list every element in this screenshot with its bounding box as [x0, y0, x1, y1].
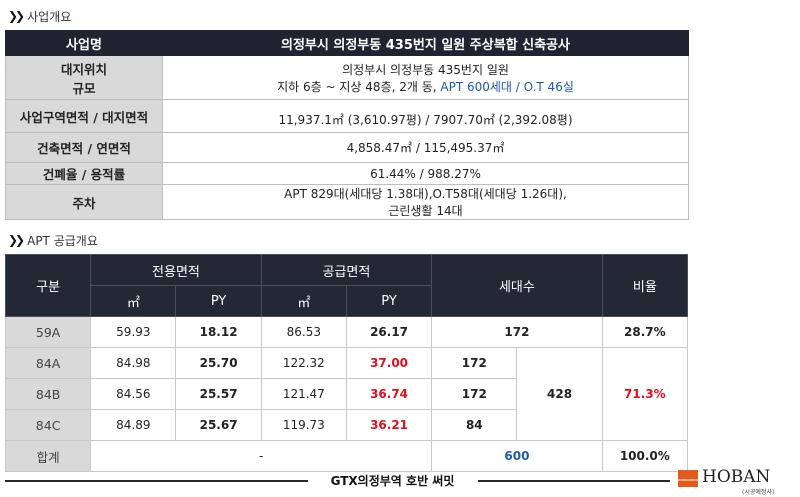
header-supply-py: PY	[345, 285, 433, 317]
cell-households: 84	[431, 409, 518, 441]
cell-ratio-group: 71.3%	[601, 347, 689, 441]
footer-divider-right	[478, 480, 670, 482]
cell-total-ratio: 100.0%	[601, 440, 689, 472]
footer-divider-left	[5, 480, 308, 482]
apt-header-row-1: 구분 전용면적 공급면적 세대수 비율	[4, 254, 689, 317]
apt-supply-table: 구분 전용면적 공급면적 세대수 비율 ㎡ PY ㎡ PY 59A 59.93 …	[4, 254, 689, 472]
overview-row-ratio: 건폐율 / 용적률 61.44% / 988.27%	[5, 162, 689, 185]
hoban-logo-mark-icon	[678, 470, 698, 487]
chevron-right-icon: ❯❯	[8, 233, 25, 247]
cell-exclusive-py: 18.12	[175, 316, 262, 348]
scale-label: 규모	[72, 80, 96, 96]
cell-exclusive-m2: 59.93	[90, 316, 177, 348]
cell-supply-m2: 86.53	[260, 316, 347, 348]
cell-supply-py: 36.21	[345, 409, 433, 441]
parking-value-line1: APT 829대(세대당 1.38대),O.T58대(세대당 1.26대),	[284, 187, 567, 201]
overview-row-area: 사업구역면적 / 대지면적 11,937.1㎡ (3,610.97평) / 79…	[5, 99, 689, 133]
row-type: 59A	[4, 316, 92, 348]
cell-ratio: 28.7%	[601, 316, 689, 348]
section-title-text: APT 공급개요	[27, 233, 98, 248]
hoban-logo-text: HOBAN	[702, 467, 771, 487]
section-title-apt-supply: ❯❯ APT 공급개요	[8, 232, 98, 248]
building-area-label: 건축면적 / 연면적	[5, 132, 163, 163]
header-supply-area: 공급면적	[260, 254, 433, 286]
chevron-right-icon: ❯❯	[8, 9, 25, 23]
cell-supply-m2: 119.73	[260, 409, 347, 441]
section-title-overview: ❯❯ 사업개요	[8, 8, 71, 24]
header-exclusive-py: PY	[175, 285, 262, 317]
row-type: 84A	[4, 347, 92, 379]
overview-row-site-scale: 대지위치 규모 의정부시 의정부동 435번지 일원 지하 6층 ~ 지상 48…	[5, 55, 689, 100]
table-row: 84B 84.56 25.57 121.47 36.74 172	[4, 378, 688, 410]
scale-value-floors: 지하 6층 ~ 지상 48층, 2개 동,	[277, 79, 437, 94]
cell-supply-py: 36.74	[345, 378, 433, 410]
header-ratio: 비율	[601, 254, 689, 317]
header-exclusive-area: 전용면적	[90, 254, 262, 286]
site-location-label: 대지위치	[60, 61, 107, 77]
hoban-logo: HOBAN (시공예정사)	[678, 467, 796, 496]
table-row: 84A 84.98 25.70 122.32 37.00 172 428 71.…	[4, 347, 689, 441]
site-scale-value-cell: 의정부시 의정부동 435번지 일원 지하 6층 ~ 지상 48층, 2개 동,…	[162, 55, 689, 100]
cell-exclusive-py: 25.67	[175, 409, 262, 441]
area-value: 11,937.1㎡ (3,610.97평) / 7907.70㎡ (2,392.…	[162, 99, 689, 133]
cell-households-group-total: 428	[516, 347, 603, 441]
site-scale-label-cell: 대지위치 규모	[5, 55, 163, 100]
site-location-value: 의정부시 의정부동 435번지 일원	[342, 62, 509, 77]
parking-label: 주차	[5, 184, 163, 220]
header-exclusive-m2: ㎡	[90, 285, 177, 317]
overview-row-parking: 주차 APT 829대(세대당 1.38대),O.T58대(세대당 1.26대)…	[5, 184, 689, 220]
overview-row-building: 건축면적 / 연면적 4,858.47㎡ / 115,495.37㎡	[5, 132, 689, 163]
cell-supply-m2: 121.47	[260, 378, 347, 410]
row-type: 84C	[4, 409, 92, 441]
table-row: 59A 59.93 18.12 86.53 26.17 172 28.7%	[4, 316, 689, 348]
footer-project-title: GTX의정부역 호반 써밋	[330, 474, 455, 488]
cell-exclusive-m2: 84.89	[90, 409, 177, 441]
header-households: 세대수	[431, 254, 603, 317]
hoban-logo-subtitle: (시공예정사)	[742, 489, 775, 496]
project-overview-table: 사업명 의정부시 의정부동 435번지 일원 주상복합 신축공사 대지위치 규모…	[5, 30, 689, 220]
coverage-ratio-label: 건폐율 / 용적률	[5, 162, 163, 185]
area-label: 사업구역면적 / 대지면적	[5, 99, 163, 133]
cell-exclusive-m2: 84.56	[90, 378, 177, 410]
cell-total-households: 600	[431, 440, 603, 472]
project-name-label: 사업명	[5, 30, 163, 56]
overview-header-row: 사업명 의정부시 의정부동 435번지 일원 주상복합 신축공사	[5, 30, 689, 56]
cell-supply-m2: 122.32	[260, 347, 347, 379]
apt-header-row-2: ㎡ PY ㎡ PY	[6, 285, 688, 317]
row-type: 84B	[4, 378, 92, 410]
scale-value-units: APT 600세대 / O.T 46실	[440, 79, 574, 94]
cell-households: 172	[431, 347, 518, 379]
cell-households: 172	[431, 316, 603, 348]
cell-exclusive-py: 25.57	[175, 378, 262, 410]
row-type-total: 합계	[4, 440, 92, 472]
table-row: 84C 84.89 25.67 119.73 36.21 84	[4, 409, 688, 441]
table-row-total: 합계 - 600 100.0%	[4, 440, 689, 472]
cell-supply-py: 37.00	[345, 347, 433, 379]
header-type: 구분	[4, 254, 92, 317]
parking-value-line2: 근린생활 14대	[388, 204, 463, 218]
cell-total-dash: -	[90, 440, 433, 472]
coverage-ratio-value: 61.44% / 988.27%	[162, 162, 689, 185]
cell-exclusive-py: 25.70	[175, 347, 262, 379]
project-name-value: 의정부시 의정부동 435번지 일원 주상복합 신축공사	[162, 30, 689, 56]
scale-value: 지하 6층 ~ 지상 48층, 2개 동, APT 600세대 / O.T 46…	[163, 78, 688, 95]
section-title-text: 사업개요	[27, 9, 72, 24]
parking-value-cell: APT 829대(세대당 1.38대),O.T58대(세대당 1.26대), 근…	[162, 184, 689, 220]
building-area-value: 4,858.47㎡ / 115,495.37㎡	[162, 132, 689, 163]
cell-supply-py: 26.17	[345, 316, 433, 348]
header-supply-m2: ㎡	[260, 285, 347, 317]
cell-exclusive-m2: 84.98	[90, 347, 177, 379]
cell-households: 172	[431, 378, 518, 410]
